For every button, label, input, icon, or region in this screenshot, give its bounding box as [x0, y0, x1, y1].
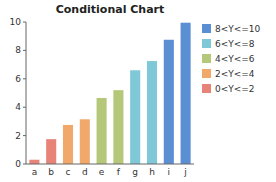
legend-swatch	[202, 39, 211, 48]
chart-container: Conditional Chart 0 2 4 6 8 10 ab c d e f g h i j 8<Y<=1…	[0, 0, 276, 182]
y-tick-label: 0	[15, 159, 21, 169]
y-tick-label: 2	[15, 131, 21, 141]
bar	[113, 90, 123, 164]
bar	[29, 160, 39, 164]
bar	[181, 23, 191, 164]
chart: Conditional Chart 0 2 4 6 8 10 ab c d e f g h i j 8<Y<=1…	[0, 0, 276, 182]
bar	[46, 139, 56, 164]
legend-label: 6<Y<=8	[215, 39, 255, 49]
legend-label: 4<Y<=6	[215, 54, 255, 64]
x-tick-label: g	[132, 167, 138, 177]
x-tick-label: c	[66, 167, 71, 177]
x-tick-label: b	[48, 167, 54, 177]
x-tick-label: h	[149, 167, 155, 177]
legend-swatch	[202, 54, 211, 63]
x-tick-label: a	[32, 167, 38, 177]
bar	[97, 98, 107, 164]
x-tick-label: e	[99, 167, 105, 177]
x-tick-label: d	[82, 167, 88, 177]
legend-swatch	[202, 84, 211, 93]
x-tick-label: i	[168, 167, 171, 177]
x-tick-label: f	[117, 167, 121, 177]
bars	[29, 23, 190, 164]
y-tick-label: 4	[15, 102, 21, 112]
bar	[80, 119, 90, 164]
y-tick-label: 6	[15, 74, 21, 84]
bar	[63, 125, 73, 164]
legend-label: 2<Y<=4	[215, 69, 255, 79]
bar	[164, 40, 174, 164]
y-axis	[26, 22, 27, 164]
x-tick-label: j	[183, 167, 187, 177]
x-axis	[26, 164, 194, 165]
bar	[130, 70, 140, 164]
legend-label: 0<Y<=2	[215, 84, 255, 94]
bar	[147, 61, 157, 164]
legend: 8<Y<=10 6<Y<=8 4<Y<=6 2<Y<=4 0<Y<=2	[202, 24, 261, 94]
legend-label: 8<Y<=10	[215, 24, 261, 34]
y-tick-label: 10	[10, 17, 22, 27]
legend-swatch	[202, 69, 211, 78]
chart-title: Conditional Chart	[56, 3, 165, 16]
y-tick-label: 8	[15, 45, 21, 55]
legend-swatch	[202, 24, 211, 33]
